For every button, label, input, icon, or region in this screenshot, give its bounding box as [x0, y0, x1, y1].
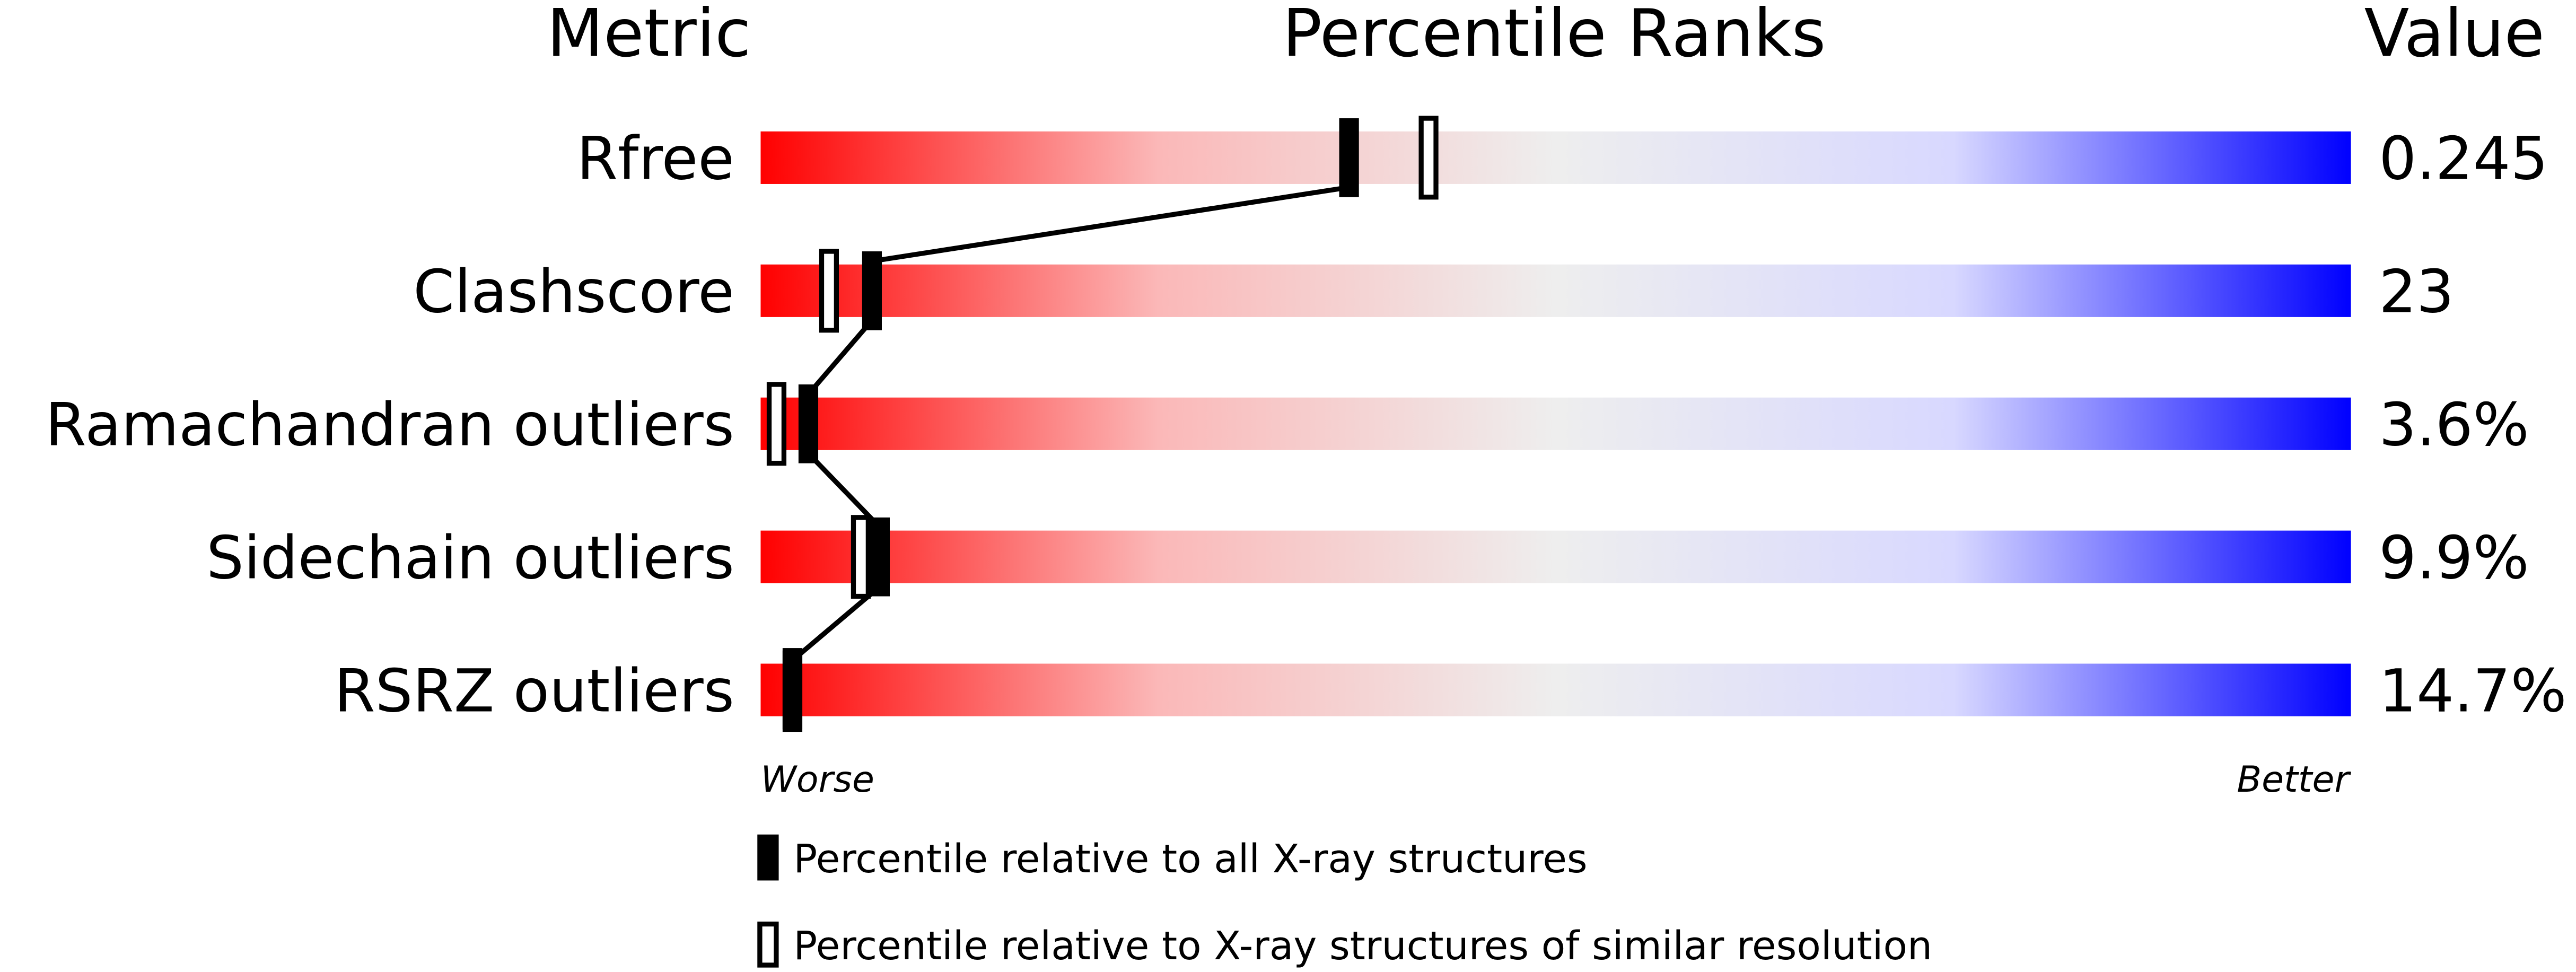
metric-value: 9.9% [2379, 523, 2529, 592]
percentile-bar [760, 397, 2351, 450]
percentile-marker-similar [1418, 116, 1439, 200]
metric-label: Ramachandran outliers [45, 391, 734, 460]
legend-label: Percentile relative to X-ray structures … [793, 923, 1932, 969]
better-label: Better [2237, 759, 2351, 801]
legend-swatch [757, 834, 779, 881]
percentile-marker-all [862, 251, 882, 330]
percentile-marker-similar [766, 382, 787, 466]
metric-label: Clashscore [413, 258, 734, 327]
metric-value: 0.245 [2379, 125, 2548, 194]
percentile-marker-similar [819, 249, 839, 333]
legend-swatch [757, 921, 779, 968]
metric-value: 3.6% [2379, 391, 2529, 460]
worse-label: Worse [760, 759, 874, 801]
percentile-bar [760, 264, 2351, 317]
metric-value: 14.7% [2379, 656, 2566, 725]
connector-line [871, 185, 1350, 264]
percentile-bar [760, 131, 2351, 184]
percentile-marker-all [798, 384, 819, 463]
percentile-marker-all [870, 517, 890, 597]
legend-label: Percentile relative to all X-ray structu… [793, 836, 1587, 882]
percentile-marker-all [1339, 118, 1359, 197]
value-header: Value [2364, 0, 2545, 72]
metric-value: 23 [2379, 258, 2454, 327]
percentile-bar [760, 530, 2351, 583]
percentile-bar [760, 663, 2351, 716]
metric-label: Sidechain outliers [206, 523, 734, 592]
metric-label: RSRZ outliers [334, 656, 734, 725]
connector-line [806, 319, 874, 396]
percentile-header: Percentile Ranks [1282, 0, 1826, 72]
metric-label: Rfree [577, 125, 734, 194]
percentile-marker-similar [851, 515, 871, 599]
metric-header: Metric [547, 0, 751, 72]
percentile-marker-all [782, 650, 803, 730]
